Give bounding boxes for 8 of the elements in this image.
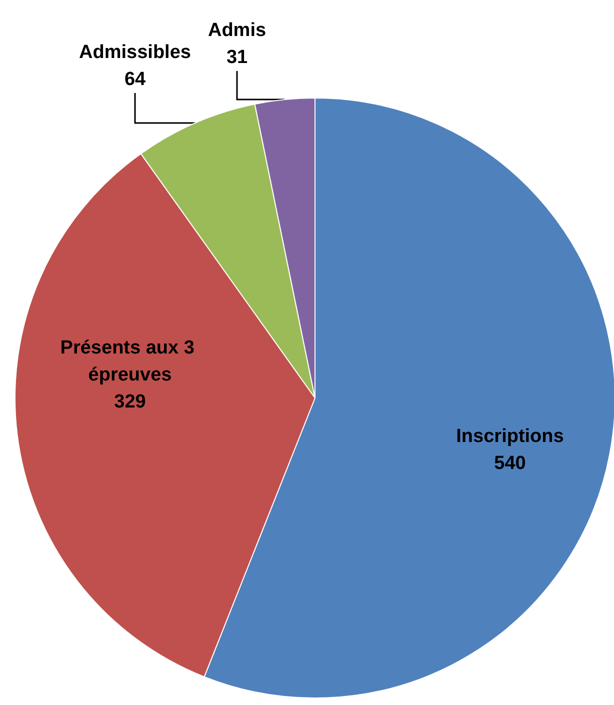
- data-label: 64: [124, 69, 146, 90]
- data-label: 31: [226, 47, 248, 68]
- data-label: 540: [494, 453, 526, 474]
- slice-label: Présents aux 3 épreuves: [60, 338, 200, 386]
- slice-label: Inscriptions: [456, 426, 564, 447]
- data-label: 329: [114, 392, 146, 412]
- slice-label: Admissibles: [79, 42, 191, 63]
- slice-label: Admis: [208, 20, 266, 41]
